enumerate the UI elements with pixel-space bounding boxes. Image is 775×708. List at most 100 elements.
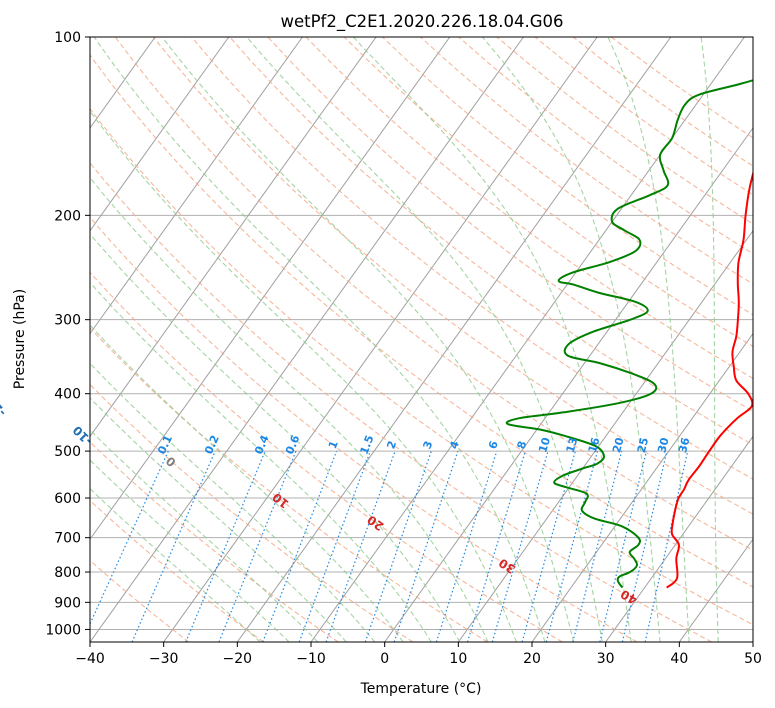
dry-adiabat-label: -20 xyxy=(0,394,9,420)
y-tick-label: 100 xyxy=(54,30,81,46)
moist-adiabat-line xyxy=(90,176,489,642)
isotherm-line xyxy=(90,37,303,335)
profile-line-1 xyxy=(666,169,753,589)
dry-adiabat-line xyxy=(267,37,753,412)
x-tick-label: −20 xyxy=(223,651,253,667)
mixing-ratio-label: 13 xyxy=(564,436,581,454)
y-tick-label: 900 xyxy=(54,595,81,611)
mixing-ratio-label: 3 xyxy=(421,439,436,451)
moist-adiabat-line xyxy=(90,459,290,642)
moist-adiabat-line xyxy=(700,37,719,642)
x-tick-label: 30 xyxy=(597,651,615,667)
dry-adiabat-line xyxy=(90,441,339,642)
dry-adiabat-line xyxy=(90,327,488,642)
mixing-ratio-line xyxy=(185,450,266,642)
chart-title: wetPf2_C2E1.2020.226.18.04.G06 xyxy=(280,12,563,32)
dry-adiabat-line xyxy=(343,37,753,347)
y-tick-label: 300 xyxy=(54,313,81,329)
mixing-ratio-line xyxy=(90,450,169,626)
dry-adiabat-line xyxy=(114,37,753,551)
y-tick-label: 400 xyxy=(54,387,81,403)
dry-adiabat-line xyxy=(90,559,190,642)
x-tick-label: −40 xyxy=(75,651,105,667)
x-tick-label: 40 xyxy=(670,651,688,667)
dry-adiabat-line xyxy=(458,37,753,255)
mixing-ratio-line xyxy=(521,450,576,642)
mixing-ratio-line xyxy=(545,450,599,642)
profile-line-2 xyxy=(505,79,753,589)
x-tick-label: −10 xyxy=(296,651,326,667)
mixing-ratio-label: 4 xyxy=(447,439,462,451)
mixing-ratio-line xyxy=(644,450,689,642)
mixing-ratio-label: 1.5 xyxy=(357,433,376,456)
moist-adiabat-line xyxy=(90,429,319,642)
moist-adiabat-line xyxy=(246,37,603,642)
y-tick-label: 800 xyxy=(54,565,81,581)
x-tick-label: −30 xyxy=(149,651,179,667)
isotherm-line xyxy=(531,332,753,642)
dry-adiabat-line xyxy=(90,216,638,642)
mixing-ratio-label: 0.4 xyxy=(252,433,272,456)
mixing-ratio-line xyxy=(491,450,549,642)
moist-adiabat-line xyxy=(161,37,575,642)
moist-adiabat-line xyxy=(90,233,461,642)
isotherm-line xyxy=(752,641,753,642)
isotherm-line xyxy=(384,127,753,642)
dry-adiabat-label: 40 xyxy=(618,587,639,607)
moist-adiabat-line xyxy=(481,37,661,642)
y-tick-label: 600 xyxy=(54,491,81,507)
mixing-ratio-label: 8 xyxy=(515,439,530,450)
background-lines xyxy=(0,37,753,642)
mixing-ratio-line xyxy=(621,450,668,642)
y-tick-label: 200 xyxy=(54,208,81,224)
mixing-ratio-label: 1 xyxy=(326,439,341,451)
mixing-ratio-label: 16 xyxy=(586,436,603,455)
mixing-ratio-label: 30 xyxy=(655,436,671,454)
dry-adiabat-label: 30 xyxy=(496,556,518,577)
dry-adiabat-line xyxy=(90,54,753,588)
dry-adiabat-line xyxy=(90,162,712,642)
mixing-ratio-line xyxy=(599,450,648,642)
moist-adiabat-line xyxy=(90,324,404,642)
moist-adiabat-line xyxy=(352,37,632,642)
dry-adiabat-line xyxy=(90,271,563,642)
mixing-ratio-label: 6 xyxy=(486,439,501,451)
mixing-ratio-line xyxy=(393,450,459,642)
mixing-ratio-line xyxy=(325,450,396,642)
dry-adiabat-line xyxy=(229,37,753,446)
dry-adiabat-line xyxy=(382,37,753,316)
mixing-ratio-line xyxy=(298,450,371,642)
y-axis-label: Pressure (hPa) xyxy=(12,289,28,389)
y-axis-ticks: 100 200 300 400 500 600 700 800 900 1000 xyxy=(45,30,90,638)
mixing-ratio-label: 0.2 xyxy=(202,433,222,456)
isotherm-line xyxy=(90,37,451,541)
dry-adiabat-line xyxy=(90,383,414,642)
moist-adiabat-line xyxy=(90,397,347,642)
plot-frame xyxy=(89,36,754,643)
mixing-ratio-line xyxy=(435,450,498,642)
dry-adiabat-line xyxy=(90,499,264,642)
mixing-ratio-label: 36 xyxy=(676,436,692,454)
mixing-ratio-line xyxy=(572,450,623,642)
moist-adiabat-line xyxy=(93,37,546,642)
isotherm-line xyxy=(457,229,753,642)
mixing-ratio-line xyxy=(364,450,432,642)
dry-adiabat-line xyxy=(534,37,753,196)
dry-adiabat-line xyxy=(496,37,753,225)
moist-adiabat-line xyxy=(90,362,376,642)
mixing-ratio-label: 10 xyxy=(536,436,553,455)
profile-lines xyxy=(505,79,753,589)
mixing-ratio-line xyxy=(466,450,526,642)
x-axis-ticks: −40 −30 −20 −10 0 10 20 30 40 50 xyxy=(75,642,762,667)
y-tick-label: 1000 xyxy=(45,622,81,638)
isotherm-line xyxy=(678,538,753,642)
isotherm-line xyxy=(0,37,8,642)
x-tick-label: 50 xyxy=(744,651,762,667)
y-tick-label: 700 xyxy=(54,531,81,547)
isotherm-line xyxy=(90,37,230,232)
isotherm-line xyxy=(163,37,598,642)
line-labels: 0.10.20.40.611.52346810131620253036-100-… xyxy=(0,394,692,607)
x-axis-label: Temperature (°C) xyxy=(360,681,482,697)
x-tick-label: 0 xyxy=(380,651,389,667)
dry-adiabat-line xyxy=(152,37,753,515)
